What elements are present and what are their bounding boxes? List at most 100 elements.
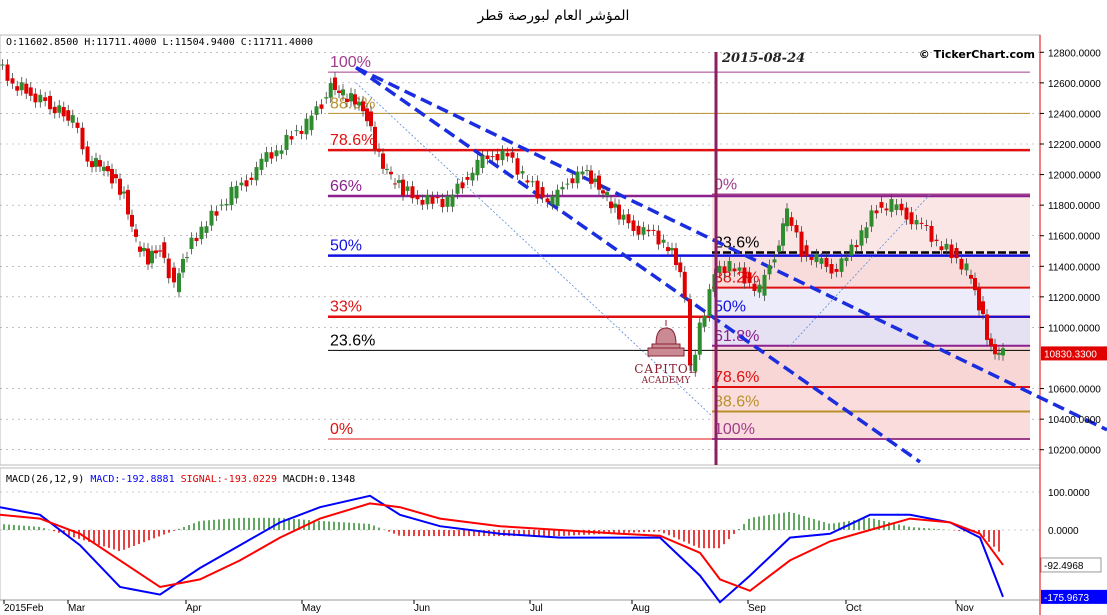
candle-body: [172, 267, 176, 283]
candle-body: [52, 106, 57, 114]
candle-body: [682, 271, 687, 298]
last-price-label: 10830.3300: [1044, 349, 1097, 360]
fib-label: 23.6%: [330, 332, 375, 349]
candle-body: [189, 237, 194, 249]
fib-label-right: 100%: [714, 421, 755, 438]
fib-label-right: 78.6%: [714, 369, 759, 386]
candle-body: [425, 195, 430, 205]
candle-body: [520, 171, 525, 174]
candle-body: [435, 197, 440, 199]
candle-body: [450, 194, 455, 207]
fib-label-right: 23.6%: [714, 235, 759, 252]
macd-tick-label: 100.0000: [1048, 488, 1090, 499]
candle-body: [656, 230, 661, 245]
candle-body: [162, 242, 167, 258]
candle-body: [94, 158, 98, 167]
logo-line2: ACADEMY: [641, 376, 691, 386]
fib-label: 78.6%: [330, 132, 375, 149]
time-tick-label: May: [302, 603, 321, 614]
capitol-dome-icon: [647, 320, 685, 357]
price-tick-label: 11200.0000: [1048, 293, 1101, 304]
candles: [0, 59, 1005, 377]
candle-body: [199, 226, 204, 240]
candle-body: [641, 227, 646, 235]
candle-body: [869, 210, 874, 227]
candle-body: [415, 195, 420, 200]
candle-body: [993, 344, 997, 355]
candle-body: [670, 248, 674, 251]
candle-body: [580, 171, 585, 175]
candle-body: [24, 83, 29, 94]
candle-body: [525, 180, 530, 183]
candle-body: [177, 273, 181, 293]
candle-body: [381, 153, 385, 169]
candle-body: [465, 177, 470, 180]
candle-body: [697, 322, 702, 355]
candle-body: [490, 156, 495, 158]
signal-badge: [1040, 557, 1102, 573]
candle-body: [10, 78, 15, 84]
candle-body: [626, 214, 631, 224]
candle-body: [737, 267, 742, 271]
candle-body: [789, 217, 794, 226]
candle-body: [214, 211, 219, 216]
candle-body: [28, 87, 33, 96]
candle-body: [126, 189, 130, 215]
candle-body: [989, 338, 993, 347]
price-tick-label: 11400.0000: [1048, 262, 1101, 273]
trend-line-lower: [354, 66, 922, 464]
macd-badge: [1041, 589, 1107, 604]
candle-body: [219, 204, 224, 206]
fib-levels: 100%88.6%78.6%66%50%33%23.6%0%0%23.6%38.…: [328, 54, 1030, 441]
candle-body: [85, 146, 90, 162]
candle-body: [560, 186, 565, 190]
candle-body: [854, 245, 859, 248]
candle-body: [585, 170, 589, 172]
candle-body: [284, 134, 289, 150]
candle-body: [969, 274, 973, 279]
candle-body: [919, 222, 924, 224]
candle-body: [914, 220, 919, 225]
candle-body: [722, 266, 727, 274]
candle-body: [985, 314, 989, 340]
candle-body: [289, 136, 294, 140]
candle-body: [814, 254, 819, 263]
fib-label: 66%: [330, 178, 362, 195]
candle-body: [550, 196, 555, 205]
trend-line-upper: [355, 65, 1107, 432]
candle-body: [369, 111, 373, 127]
candle-body: [19, 82, 24, 91]
candle-body: [130, 214, 134, 227]
candle-body: [75, 122, 80, 128]
candle-body: [279, 150, 284, 154]
candle-body: [959, 258, 964, 270]
candle-body: [98, 160, 102, 167]
price-tick-label: 12800.0000: [1048, 48, 1101, 59]
candle-body: [981, 301, 985, 315]
candle-body: [934, 239, 939, 242]
macd-tick-label: 0.0000: [1048, 526, 1079, 537]
candle-body: [460, 182, 465, 189]
candle-body: [762, 274, 767, 296]
candle-body: [732, 268, 737, 272]
candle-body: [259, 158, 264, 170]
candle-body: [924, 225, 929, 227]
price-tick-label: 10600.0000: [1048, 385, 1101, 396]
candle-body: [565, 183, 570, 185]
candle-body: [824, 257, 829, 267]
signal-line: [0, 502, 1004, 592]
candle-body: [142, 247, 146, 252]
candle-body: [799, 231, 804, 257]
candle-body: [365, 108, 369, 122]
candle-body: [349, 93, 353, 102]
candle-body: [33, 93, 38, 103]
candle-body: [601, 190, 605, 194]
candle-body: [393, 183, 397, 185]
candle-body: [742, 267, 747, 284]
candle-body: [707, 289, 712, 317]
signal-value: SIGNAL:-193.0229: [180, 474, 277, 485]
candle-body: [772, 259, 777, 263]
macd-name: MACD(26,12,9): [6, 474, 85, 485]
candle-body: [299, 130, 304, 134]
